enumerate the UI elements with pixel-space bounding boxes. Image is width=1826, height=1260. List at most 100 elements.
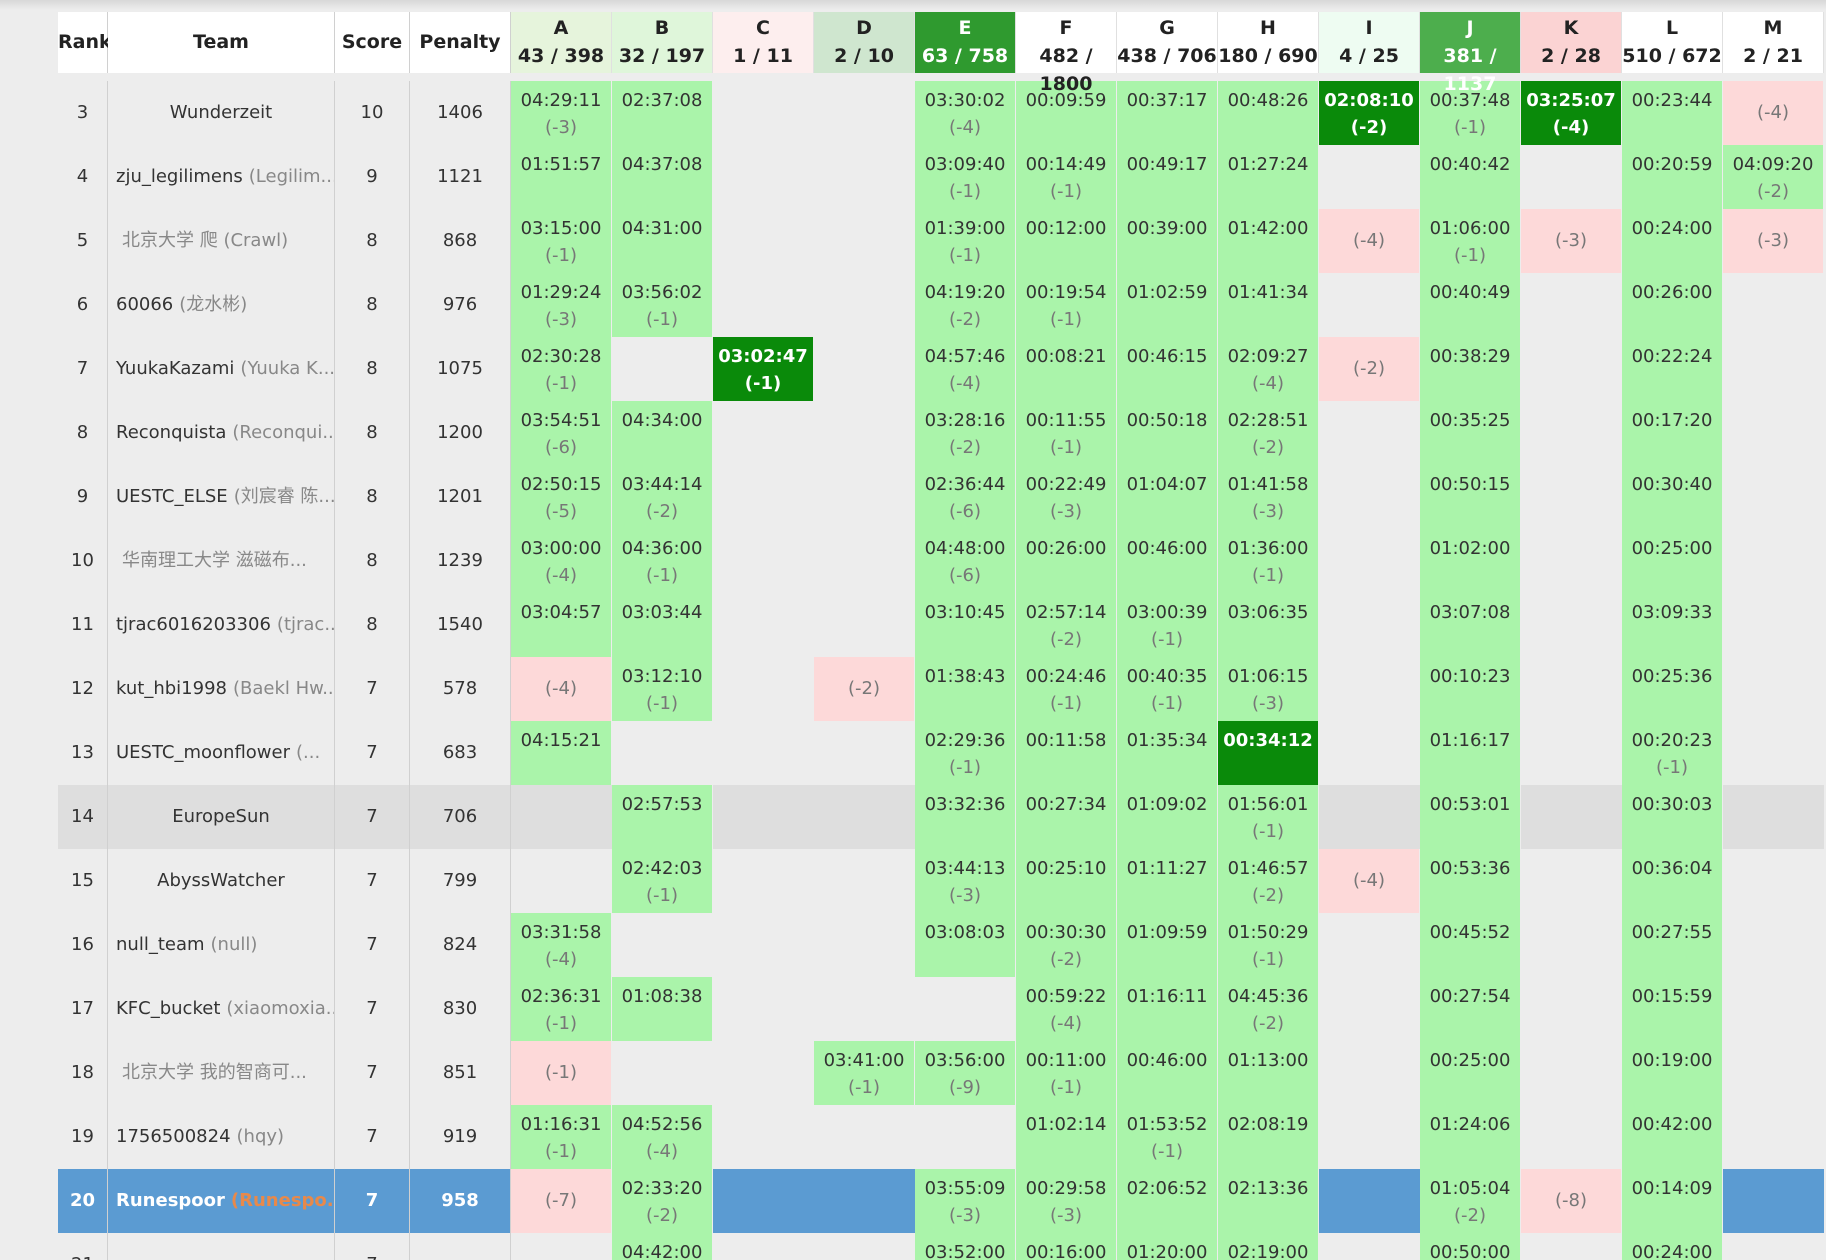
problem-cell [814, 209, 915, 273]
problem-cell [1521, 337, 1622, 401]
tries: (-4) [1353, 870, 1385, 891]
column-header: Rank [58, 12, 112, 73]
time: 01:38:43 [924, 666, 1006, 687]
time: 01:50:29 [1227, 922, 1309, 943]
problem-cell: 01:04:07 [1117, 465, 1218, 529]
team: KFC_bucket [116, 998, 221, 1019]
problem-cell [1319, 1233, 1420, 1260]
problem-cell: 04:57:46 (-4) [915, 337, 1016, 401]
problem-cell: 02:28:51 (-2) [1218, 401, 1319, 465]
score: 7 [366, 870, 378, 891]
score-cell: 9 [335, 145, 410, 209]
problem-cell: 02:33:20 (-2) [612, 1169, 713, 1233]
column-header: Score [335, 12, 410, 73]
problem-stats: 381 / 1137 [1443, 45, 1497, 95]
score-cell: 8 [335, 465, 410, 529]
team: 60066 [116, 294, 174, 315]
tries: (-2) [1050, 949, 1082, 970]
problem-cell: 00:11:00 (-1) [1016, 1041, 1117, 1105]
time: 00:30:03 [1631, 794, 1713, 815]
tries: (-1) [1454, 245, 1486, 266]
score-cell: 7 [335, 657, 410, 721]
penalty: 976 [442, 294, 478, 315]
time: 01:53:52 [1126, 1114, 1208, 1135]
problem-cell [511, 849, 612, 913]
problem-cell: 01:36:00 (-1) [1218, 529, 1319, 593]
score-cell: 7 [335, 1233, 410, 1260]
problem-cell: 01:29:24 (-3) [511, 273, 612, 337]
time: 00:22:24 [1631, 346, 1713, 367]
time: 01:06:00 [1429, 218, 1511, 239]
time: 01:35:34 [1126, 730, 1208, 751]
problem-cell: 00:09:59 [1016, 81, 1117, 145]
problem-cell: (-4) [511, 657, 612, 721]
tries: (-3) [545, 309, 577, 330]
problem-cell: 01:46:57 (-2) [1218, 849, 1319, 913]
time: 00:45:52 [1429, 922, 1511, 943]
problem-cell: 02:06:52 [1117, 1169, 1218, 1233]
problem-cell: 01:02:14 [1016, 1105, 1117, 1169]
time: 04:37:08 [621, 154, 703, 175]
column-header: Team [108, 12, 335, 73]
rank-cell: 21 [58, 1233, 108, 1260]
time: 02:28:51 [1227, 410, 1309, 431]
time: 00:27:54 [1429, 986, 1511, 1007]
problem-cell [713, 977, 814, 1041]
problem-cell: 04:42:00 [612, 1233, 713, 1260]
team-cell: UESTC_ELSE (刘宸睿 陈... [108, 465, 335, 529]
tries: (-1) [646, 693, 678, 714]
problem-cell: 00:20:59 [1622, 145, 1723, 209]
team-cell: tjrac6016203306(tjrac... [108, 593, 335, 657]
problem-cell: 01:27:24 [1218, 145, 1319, 209]
team: tjrac6016203306 [116, 614, 271, 635]
time: 01:13:00 [1227, 1050, 1309, 1071]
score-cell: 10 [335, 81, 410, 145]
time: 04:42:00 [621, 1242, 703, 1260]
problem-cell [814, 401, 915, 465]
problem-cell [1521, 273, 1622, 337]
problem-cell [814, 465, 915, 529]
score-cell: 8 [335, 593, 410, 657]
time: 00:25:10 [1025, 858, 1107, 879]
score: 7 [366, 806, 378, 827]
score: 7 [366, 678, 378, 699]
team-cell: UESTC_moonflower (... [108, 721, 335, 785]
problem-cell: 00:46:00 [1117, 1041, 1218, 1105]
problem-cell: 00:22:24 [1622, 337, 1723, 401]
team-cell: kut_hbi1998 (Baekl Hw... [108, 657, 335, 721]
problem-cell [814, 1169, 915, 1233]
tries: (-7) [545, 1190, 577, 1211]
problem-cell: (-3) [1723, 209, 1824, 273]
problem-cell: 00:25:00 [1420, 1041, 1521, 1105]
team-note: (... [296, 742, 321, 763]
penalty: 1200 [437, 422, 483, 443]
penalty: 683 [442, 742, 478, 763]
problem-cell: 00:11:55 (-1) [1016, 401, 1117, 465]
problem-cell: (-8) [1521, 1169, 1622, 1233]
problem-cell [713, 657, 814, 721]
time: 00:22:49 [1025, 474, 1107, 495]
team-cell: Wunderzeit [108, 81, 335, 145]
problem-cell: 00:37:17 [1117, 81, 1218, 145]
score: 7 [366, 1062, 378, 1083]
score-cell: 8 [335, 209, 410, 273]
problem-cell: (-3) [1521, 209, 1622, 273]
tries: (-1) [949, 757, 981, 778]
tries: (-4) [1050, 1013, 1082, 1034]
problem-cell: 00:19:54 (-1) [1016, 273, 1117, 337]
time: 02:57:53 [621, 794, 703, 815]
tries: (-4) [949, 117, 981, 138]
rank-cell: 14 [58, 785, 108, 849]
problem-cell [511, 1233, 612, 1260]
time: 00:42:00 [1631, 1114, 1713, 1135]
tries: (-9) [949, 1077, 981, 1098]
problem-cell: 04:45:36 (-2) [1218, 977, 1319, 1041]
score: 7 [365, 1190, 379, 1211]
time: 00:14:49 [1025, 154, 1107, 175]
tries: (-2) [1252, 1013, 1284, 1034]
tries: (-1) [1050, 309, 1082, 330]
problem-cell [1723, 529, 1824, 593]
tries: (-1) [1454, 117, 1486, 138]
time: 00:38:29 [1429, 346, 1511, 367]
